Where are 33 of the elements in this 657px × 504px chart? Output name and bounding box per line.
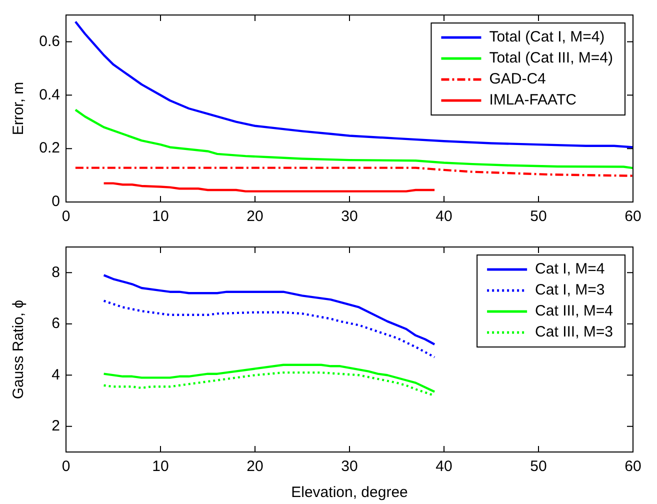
line-series (102, 300, 436, 358)
y-tick-label: 6 (52, 315, 60, 332)
legend-label: GAD-C4 (489, 70, 546, 88)
x-tick-label: 10 (152, 208, 169, 226)
y-axis-title: Error, m (10, 82, 28, 136)
x-tick-label: 50 (530, 208, 547, 226)
x-tick-label: 60 (624, 458, 642, 476)
y-tick-label: 0.6 (39, 32, 60, 50)
y-tick-label: 0.4 (39, 86, 60, 104)
x-tick-label: 20 (246, 208, 264, 226)
y-tick-label: 0 (52, 193, 60, 210)
x-axis-title: Elevation, degree (291, 484, 408, 502)
x-tick-label: 40 (436, 458, 452, 476)
legend-label: Cat I, M=4 (535, 260, 605, 278)
legend-label: Total (Cat III, M=4) (489, 50, 614, 67)
y-tick-label: 0.2 (39, 140, 60, 157)
x-tick-label: 60 (624, 208, 642, 226)
x-tick-label: 20 (246, 458, 264, 476)
x-tick-label: 50 (530, 458, 547, 476)
x-tick-label: 30 (341, 458, 358, 476)
x-tick-label: 10 (152, 458, 169, 476)
x-tick-label: 40 (436, 208, 452, 226)
legend-label: Cat I, M=3 (535, 282, 605, 299)
y-axis-title: Gauss Ratio, ϕ (10, 300, 28, 400)
line-series (74, 166, 633, 177)
y-tick-label: 2 (52, 418, 60, 435)
x-tick-label: 30 (341, 208, 358, 226)
y-tick-label: 4 (52, 366, 60, 384)
legend-label: Cat III, M=3 (535, 324, 614, 341)
y-tick-label: 8 (52, 264, 60, 281)
legend-label: Total (Cat I, M=4) (489, 28, 605, 46)
legend-label: IMLA-FAATC (489, 92, 577, 109)
legend-label: Cat III, M=4 (535, 302, 614, 320)
